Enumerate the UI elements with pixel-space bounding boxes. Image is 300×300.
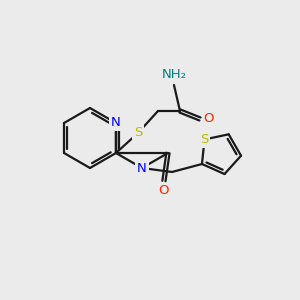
- Text: S: S: [134, 127, 142, 140]
- Text: O: O: [159, 184, 169, 197]
- Text: O: O: [204, 112, 214, 125]
- Text: NH₂: NH₂: [161, 68, 187, 80]
- Text: S: S: [200, 133, 209, 146]
- Text: N: N: [137, 161, 147, 175]
- Text: N: N: [111, 116, 121, 130]
